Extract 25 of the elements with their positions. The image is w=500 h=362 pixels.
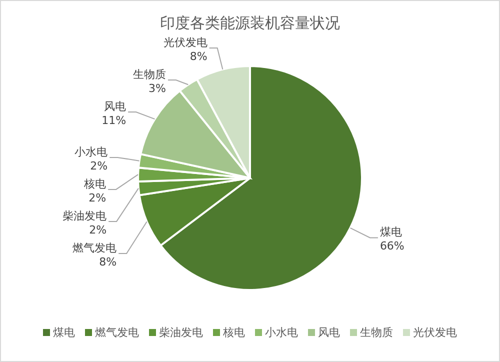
data-label: 8%	[190, 50, 208, 64]
data-label: 66%	[380, 240, 404, 253]
data-label: 2%	[90, 159, 108, 172]
data-label: 2%	[89, 223, 107, 236]
legend-label: 小水电	[265, 326, 298, 339]
slice-label: 核电	[83, 177, 106, 190]
slice-label: 生物质	[132, 68, 166, 82]
slice-label: 小水电	[74, 145, 108, 158]
legend-label: 核电	[222, 326, 245, 339]
data-label: 11%	[102, 114, 126, 128]
legend-label: 煤电	[53, 326, 75, 339]
slice-label: 煤电	[380, 226, 402, 239]
slice-label: 燃气发电	[72, 241, 117, 254]
legend-label: 柴油发电	[159, 326, 203, 339]
legend-label: 生物质	[360, 326, 393, 339]
legend-label: 光伏发电	[413, 326, 457, 339]
data-label: 8%	[99, 255, 117, 268]
legend-label: 风电	[318, 326, 340, 339]
legend-label: 燃气发电	[95, 326, 139, 339]
slice-label: 柴油发电	[62, 209, 107, 222]
chart-title: 印度各类能源装机容量状况	[160, 14, 340, 32]
data-label: 3%	[148, 82, 166, 96]
data-label: 2%	[88, 191, 106, 204]
slice-label: 光伏发电	[163, 36, 208, 50]
slice-label: 风电	[104, 100, 126, 114]
